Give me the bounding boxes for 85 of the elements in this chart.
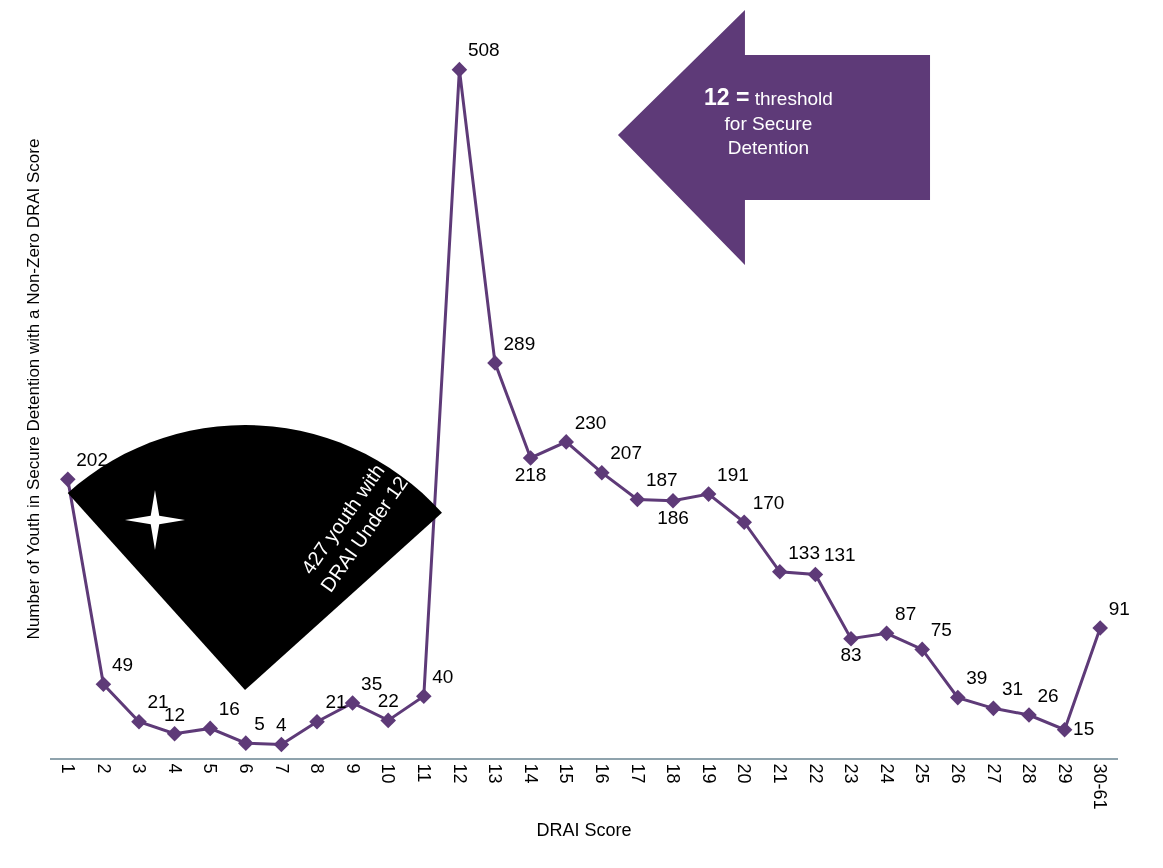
x-tick-label: 7: [271, 763, 292, 774]
x-tick-label: 21: [769, 763, 790, 784]
data-label: 289: [503, 332, 536, 354]
x-tick-label: 28: [1019, 763, 1040, 784]
x-tick-label: 29: [1054, 763, 1075, 784]
point: [273, 736, 290, 753]
data-label: 26: [1037, 684, 1059, 706]
point: [309, 713, 325, 730]
point: [522, 450, 539, 466]
x-axis-title: DRAI Score: [536, 820, 632, 841]
x-tick-label: 18: [663, 763, 684, 784]
point: [1056, 721, 1073, 738]
data-label: 16: [218, 698, 240, 720]
point: [629, 491, 646, 508]
data-label: 91: [1108, 597, 1130, 619]
point: [878, 625, 895, 642]
x-tick-label: 24: [876, 763, 897, 784]
x-tick-label: 19: [698, 763, 719, 784]
point: [985, 700, 1002, 717]
y-axis-title: Number of Youth in Secure Detention with a Non-Zero DRAI Score: [23, 138, 43, 640]
data-label: 22: [377, 690, 399, 712]
data-label: 83: [840, 644, 862, 666]
point: [843, 630, 859, 647]
point: [451, 61, 468, 78]
x-tick-label: 9: [342, 763, 363, 774]
data-label: 508: [467, 39, 500, 61]
point: [1021, 707, 1037, 723]
data-label: 133: [788, 541, 820, 563]
x-tick-label: 26: [947, 763, 968, 784]
point: [380, 712, 396, 729]
point: [700, 486, 717, 502]
x-tick-label: 16: [591, 763, 612, 784]
x-tick-label: 10: [378, 763, 399, 784]
x-tick-label: 14: [520, 763, 541, 784]
point: [166, 725, 183, 742]
data-label: 170: [752, 491, 785, 513]
data-label: 31: [1001, 678, 1024, 700]
data-label: 191: [717, 463, 749, 485]
point: [487, 355, 503, 371]
x-tick-label: 30-61: [1090, 763, 1111, 810]
x-tick-label: 22: [805, 763, 826, 784]
x-tick-label: 23: [841, 763, 862, 784]
x-tick-label: 6: [235, 763, 256, 774]
point: [1092, 620, 1108, 636]
point: [131, 713, 147, 730]
data-label: 5: [254, 712, 265, 734]
point: [202, 720, 218, 737]
data-label: 186: [657, 506, 689, 528]
x-tick-label: 1: [57, 763, 78, 774]
x-tick-label: 3: [129, 763, 150, 774]
point: [416, 688, 432, 705]
data-label: 131: [823, 544, 856, 566]
x-tick-label: 17: [627, 763, 648, 784]
x-tick-label: 13: [485, 763, 506, 784]
data-label: 207: [610, 442, 642, 464]
data-label: 87: [895, 603, 917, 625]
point: [344, 695, 361, 711]
x-tick-label: 20: [734, 763, 755, 784]
point: [238, 735, 254, 751]
x-tick-label: 12: [449, 763, 470, 784]
point: [807, 566, 824, 583]
data-label: 230: [574, 411, 607, 433]
x-tick-label: 27: [983, 763, 1004, 784]
data-label: 4: [276, 714, 288, 736]
point: [594, 464, 610, 481]
point: [950, 689, 966, 706]
x-tick-label: 25: [912, 763, 933, 784]
point: [736, 514, 752, 531]
point: [914, 641, 930, 658]
point: [558, 434, 574, 450]
x-tick-label: 8: [307, 763, 328, 774]
data-label: 218: [514, 463, 547, 485]
x-tick-label: 11: [413, 763, 434, 783]
point: [665, 492, 681, 509]
annotation: 12 = threshold for Secure Detention: [704, 84, 833, 159]
data-label: 187: [645, 469, 678, 491]
x-tick-label: 5: [200, 763, 221, 774]
data-label: 75: [930, 619, 952, 641]
x-tick-label: 15: [556, 763, 577, 784]
data-label: 21: [325, 691, 347, 713]
point: [772, 563, 788, 580]
x-tick-label: 2: [93, 763, 114, 774]
x-tick-label: 4: [164, 763, 185, 774]
data-label: 15: [1073, 717, 1095, 739]
data-label: 39: [966, 667, 988, 689]
